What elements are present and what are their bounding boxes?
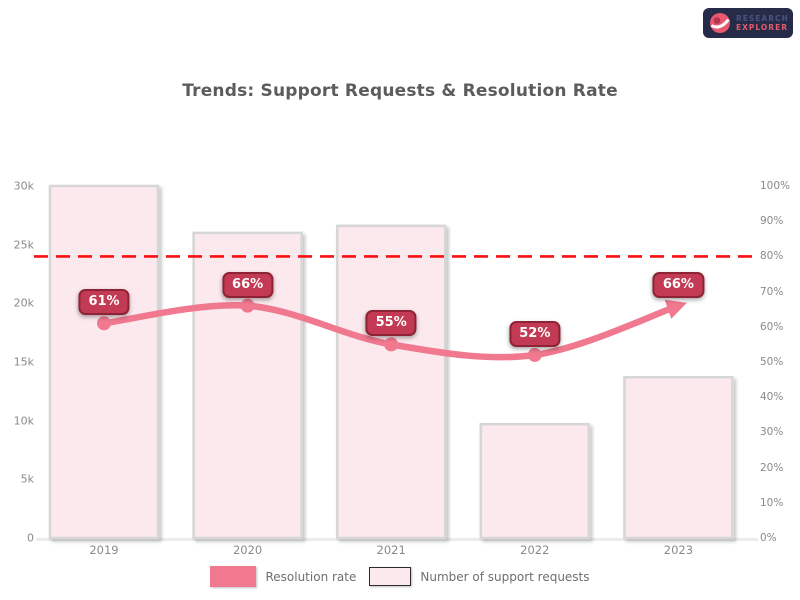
right-axis-tick: 30% (760, 426, 784, 439)
right-axis-tick: 90% (760, 215, 784, 228)
legend-label: Number of support requests (420, 569, 590, 584)
legend-label: Resolution rate (265, 569, 357, 584)
x-axis-label: 2023 (663, 543, 694, 557)
left-axis-tick: 15k (13, 355, 34, 369)
bar-2022 (479, 422, 591, 540)
globe-icon (709, 12, 731, 34)
bars-group (48, 184, 734, 540)
right-axis-tick: 40% (760, 391, 784, 404)
left-axis-tick: 10k (13, 414, 34, 428)
x-axis-label: 2021 (376, 543, 406, 557)
brand-name: RESEARCH EXPLORER (736, 14, 789, 33)
right-axis-tick: 20% (760, 461, 784, 474)
legend: Resolution rate Number of support request… (0, 566, 800, 587)
brand-logo: RESEARCH EXPLORER (703, 8, 793, 38)
right-axis-tick: 70% (760, 285, 784, 298)
legend-swatch (369, 567, 412, 586)
point-label: 66% (652, 271, 704, 298)
point-label: 52% (509, 320, 561, 347)
left-axis-tick: 20k (13, 296, 34, 310)
right-axis-tick: 80% (760, 250, 784, 263)
bar-2021 (335, 224, 447, 540)
line-marker (97, 316, 111, 331)
right-axis-tick: 50% (760, 356, 784, 368)
line-marker (240, 298, 255, 313)
right-axis-tick: 100% (760, 180, 791, 192)
left-axis-tick: 5k (20, 472, 34, 486)
x-axis-label: 2022 (520, 543, 550, 557)
brand-line-2: EXPLORER (736, 23, 788, 32)
line-marker (527, 347, 542, 362)
legend-item: Number of support requests (369, 567, 590, 586)
left-axis-tick: 0 (27, 531, 34, 545)
right-axis-tick: 10% (760, 496, 784, 509)
legend-item: Resolution rate (210, 566, 356, 587)
right-axis-tick: 60% (760, 320, 784, 333)
left-axis-tick: 30k (13, 179, 34, 193)
legend-swatch (210, 566, 257, 587)
right-axis-tick: 0% (760, 532, 777, 544)
bar-2019 (48, 184, 160, 540)
bar-2023 (623, 376, 734, 540)
chart-title: Trends: Support Requests & Resolution Ra… (182, 81, 618, 101)
line-marker (384, 337, 399, 352)
point-label: 66% (222, 271, 274, 298)
x-axis-label: 2019 (89, 543, 119, 557)
left-axis-tick: 25k (13, 238, 34, 252)
point-label: 61% (78, 289, 130, 316)
x-axis-line (36, 538, 758, 541)
point-label: 55% (365, 310, 417, 337)
x-axis-label: 2020 (232, 543, 263, 557)
brand-line-1: RESEARCH (736, 13, 789, 23)
